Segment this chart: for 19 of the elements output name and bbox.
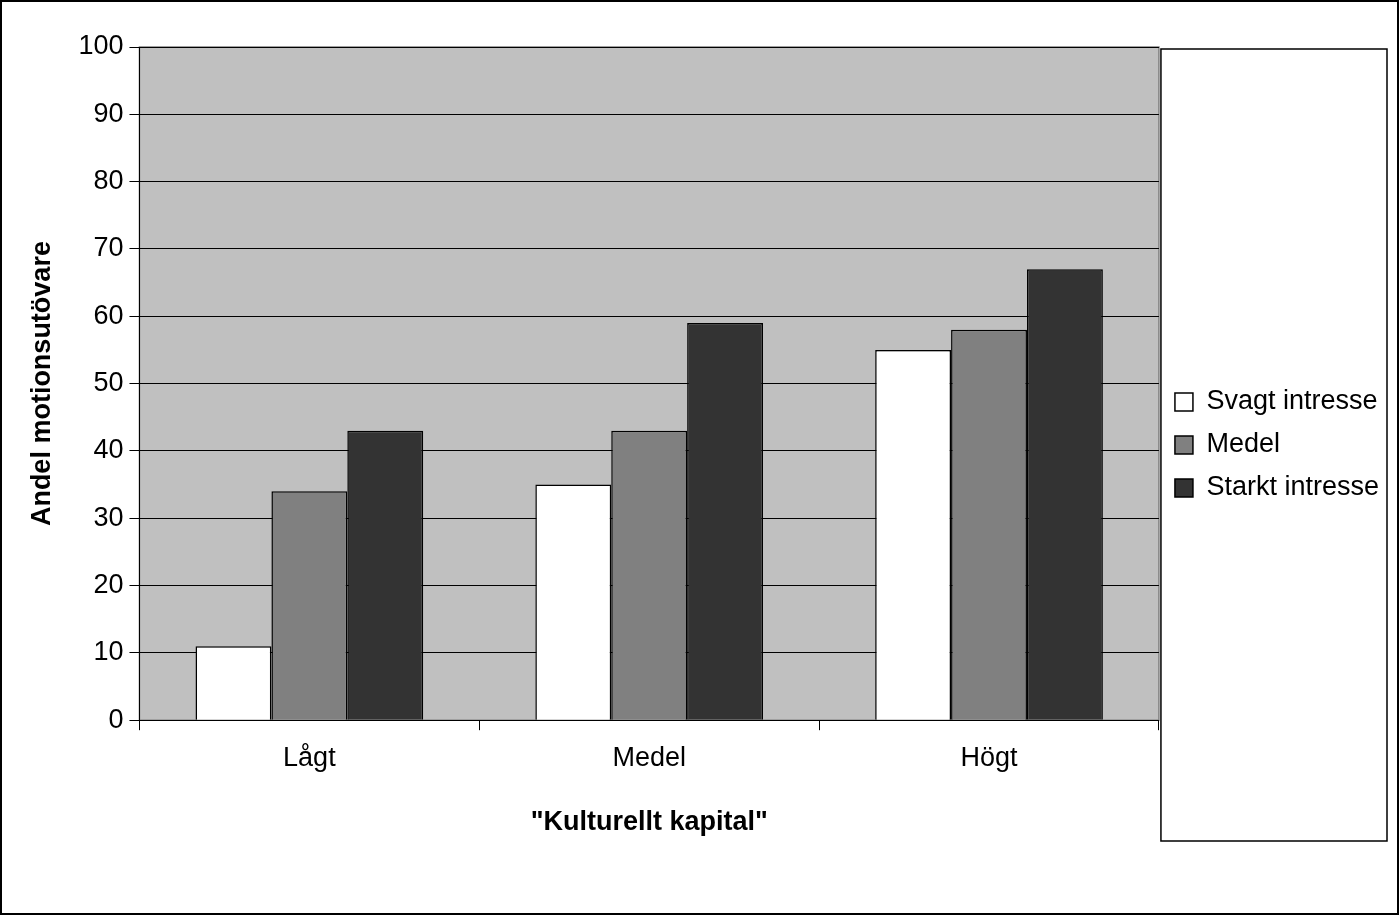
legend-label: Svagt intresse [1206, 385, 1378, 416]
y-tick-label: 60 [93, 299, 124, 330]
legend-label: Starkt intresse [1206, 471, 1379, 502]
y-tick-label: 70 [93, 232, 124, 263]
y-tick-label: 80 [93, 165, 124, 196]
x-tick-label: Lågt [283, 741, 337, 772]
x-tick-label: Medel [612, 741, 686, 772]
y-axis-title: Andel motionsutövare [25, 241, 56, 527]
y-tick-label: 10 [93, 636, 124, 667]
legend-label: Medel [1206, 428, 1280, 459]
y-tick-label: 30 [93, 501, 124, 532]
y-tick-label: 20 [93, 569, 124, 600]
y-tick-label: 100 [78, 30, 124, 61]
y-tick-label: 40 [93, 434, 124, 465]
y-tick-label: 0 [108, 703, 124, 734]
y-tick-label: 50 [93, 367, 124, 398]
y-tick-label: 90 [93, 97, 124, 128]
x-tick-label: Högt [960, 741, 1019, 772]
x-axis-title: "Kulturellt kapital" [530, 806, 768, 837]
